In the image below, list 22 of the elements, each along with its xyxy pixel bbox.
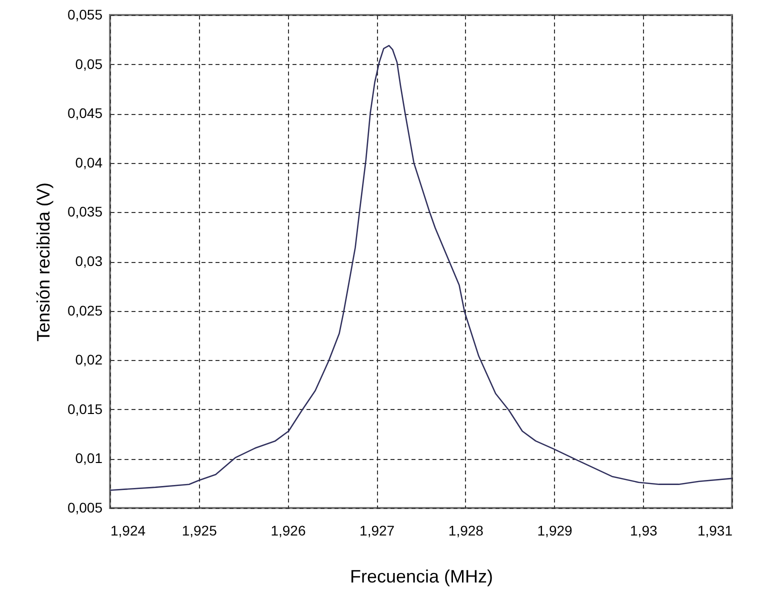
y-tick-label: 0,045 — [67, 105, 103, 122]
x-tick-label: 1,925 — [182, 522, 218, 538]
y-tick-label: 0,02 — [75, 352, 103, 368]
y-tick-label: 0,04 — [75, 154, 103, 170]
y-tick-label: 0,035 — [67, 204, 103, 220]
y-tick-label: 0,055 — [67, 6, 103, 22]
x-tick-label: 1,927 — [360, 522, 395, 538]
y-axis-title: Tensión recibida (V) — [33, 182, 54, 342]
line-series — [109, 44, 733, 491]
y-tick-label: 0,05 — [75, 56, 103, 72]
y-tick-label: 0,03 — [75, 253, 103, 269]
x-tick-label: 1,928 — [448, 522, 484, 538]
x-tick-label: 1,931 — [697, 522, 733, 538]
x-tick-label: 1,926 — [270, 522, 306, 538]
y-tick-label: 0,01 — [75, 450, 103, 466]
y-tick-label: 0,015 — [67, 400, 103, 417]
y-tick-label: 0,025 — [67, 302, 103, 318]
y-tick-label: 0,005 — [67, 500, 103, 516]
x-axis-title: Frecuencia (MHz) — [350, 566, 494, 586]
x-tick-label: 1,924 — [110, 522, 146, 538]
x-tick-label: 1,93 — [630, 522, 658, 538]
x-tick-label: 1,929 — [537, 522, 573, 538]
